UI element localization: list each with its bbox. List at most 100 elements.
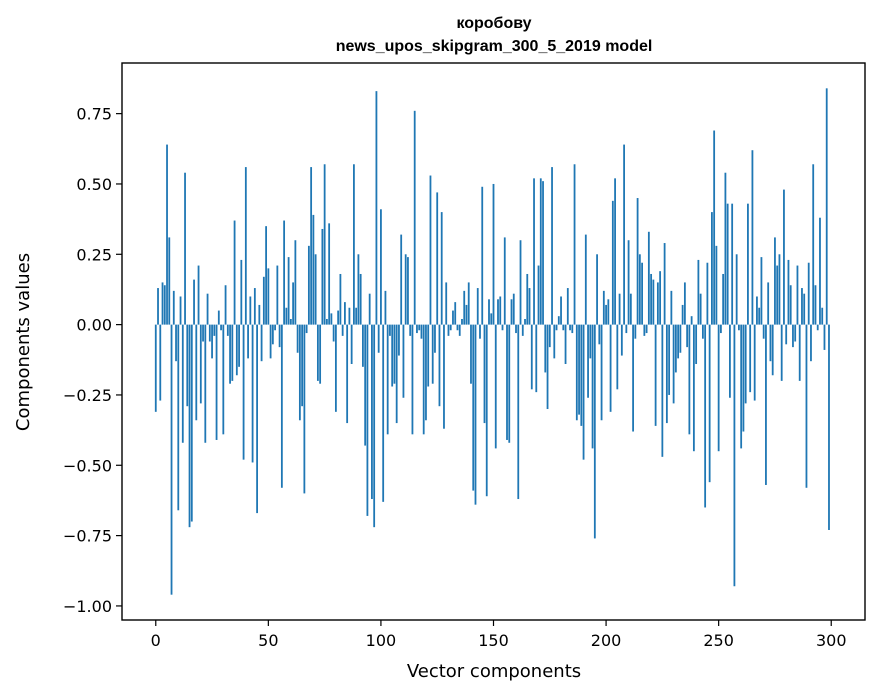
bar — [289, 318, 292, 325]
y-axis-label: Components values — [13, 253, 34, 431]
bar — [769, 324, 772, 362]
bar — [812, 164, 815, 325]
x-tick-label: 150 — [478, 631, 509, 650]
bar — [298, 324, 301, 421]
bar — [157, 288, 159, 325]
bar — [796, 265, 799, 325]
bar — [771, 324, 774, 376]
bar — [672, 324, 675, 404]
bar — [229, 324, 231, 384]
bar — [292, 282, 295, 325]
bars-group — [154, 88, 830, 595]
bar — [506, 324, 508, 440]
bar — [539, 178, 542, 325]
bar — [740, 324, 743, 449]
bar — [571, 324, 574, 334]
bar — [524, 318, 526, 325]
bar — [749, 324, 752, 393]
bar — [470, 324, 472, 384]
y-tick-label: 0.50 — [76, 175, 112, 194]
bar — [337, 310, 340, 325]
bar — [168, 237, 171, 325]
bar — [677, 324, 680, 359]
bar — [350, 324, 353, 364]
bar — [715, 245, 718, 325]
bar — [803, 293, 806, 325]
bar — [307, 245, 310, 325]
bar — [729, 324, 731, 398]
bar — [665, 324, 668, 424]
bar — [181, 324, 184, 443]
bar — [242, 324, 245, 460]
bar — [690, 316, 693, 325]
bar — [231, 324, 234, 381]
y-tick-label: −1.00 — [63, 597, 112, 616]
bar — [330, 313, 333, 325]
bar — [474, 324, 477, 505]
bar — [537, 265, 540, 325]
bar — [262, 276, 265, 325]
bar — [706, 262, 709, 325]
bar — [720, 324, 722, 334]
bar — [731, 203, 734, 325]
bar — [206, 293, 209, 325]
bar — [785, 324, 788, 345]
bar — [807, 262, 810, 325]
bar — [260, 324, 263, 362]
bar — [303, 324, 306, 494]
bar — [224, 285, 227, 325]
bar — [249, 296, 252, 325]
bar — [215, 324, 218, 440]
bar — [535, 324, 538, 393]
bar — [708, 324, 711, 483]
bar — [801, 288, 803, 325]
bar — [188, 324, 191, 528]
bar — [701, 324, 704, 339]
bar — [508, 324, 511, 443]
bar — [278, 324, 281, 348]
bar — [578, 324, 580, 415]
bar — [641, 262, 643, 325]
bar — [636, 198, 639, 325]
bar — [190, 324, 193, 522]
bar — [485, 324, 488, 497]
bar — [170, 324, 173, 595]
bar — [555, 324, 558, 331]
bar — [828, 324, 830, 530]
bar — [429, 175, 432, 325]
bar — [492, 183, 495, 325]
bar — [323, 164, 326, 325]
bar — [384, 290, 387, 325]
bar — [380, 209, 382, 325]
bar — [393, 324, 396, 384]
bar — [355, 307, 358, 325]
bar — [344, 302, 346, 325]
bar — [346, 324, 349, 424]
bar — [650, 273, 653, 325]
bar — [481, 186, 484, 325]
bar — [652, 279, 655, 325]
bar — [447, 324, 450, 336]
bar — [816, 324, 819, 331]
bar — [751, 150, 754, 325]
bar — [312, 214, 315, 325]
bar — [760, 257, 763, 325]
bar — [319, 324, 322, 384]
bar — [625, 324, 628, 334]
bar — [501, 324, 504, 331]
bar — [503, 237, 506, 325]
bar — [551, 167, 553, 325]
bar — [366, 324, 369, 516]
bar — [530, 324, 533, 390]
bar — [607, 299, 610, 325]
bar — [463, 290, 466, 325]
bar — [362, 324, 364, 367]
bar — [638, 254, 641, 325]
bar — [386, 324, 389, 435]
chart-subtitle: news_upos_skipgram_300_5_2019 model — [336, 38, 653, 55]
bar — [825, 88, 828, 325]
bar — [368, 293, 371, 325]
bar — [510, 299, 513, 325]
bar — [661, 324, 664, 457]
bar — [747, 203, 749, 325]
